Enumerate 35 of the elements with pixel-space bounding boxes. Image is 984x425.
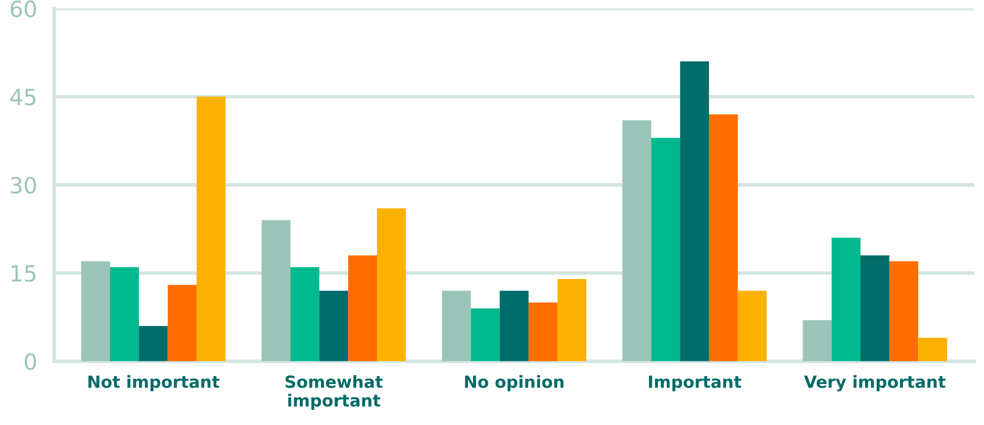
bar <box>262 220 290 362</box>
bar <box>319 290 348 362</box>
y-tick-label: 30 <box>10 176 36 194</box>
bar <box>110 267 139 362</box>
bar <box>860 255 890 362</box>
bar <box>377 208 406 362</box>
y-tick-label: 45 <box>10 88 36 106</box>
x-tick-label: Very important <box>804 375 946 392</box>
bar <box>651 138 680 362</box>
x-tick-label: Not important <box>88 375 220 392</box>
bar <box>708 114 738 362</box>
x-tick-label: Somewhat important <box>286 375 383 410</box>
y-tick-label: 0 <box>24 353 36 370</box>
bar <box>500 290 529 362</box>
bar <box>81 261 110 362</box>
bar <box>680 61 709 362</box>
bar <box>918 338 948 362</box>
bar <box>832 238 861 362</box>
bar <box>528 302 558 362</box>
bar <box>622 120 652 362</box>
bar <box>738 290 767 362</box>
bar <box>138 326 168 362</box>
bar <box>442 290 471 362</box>
y-tick-label: 60 <box>10 0 36 18</box>
y-tick-label: 15 <box>12 265 36 282</box>
bar <box>557 278 586 362</box>
bar <box>470 308 500 362</box>
x-tick-label: Important <box>648 376 742 392</box>
bar <box>802 320 832 362</box>
bar <box>348 255 378 362</box>
bar <box>290 267 320 362</box>
x-tick-label: No opinion <box>465 375 564 392</box>
bar <box>168 284 197 362</box>
bar <box>889 261 918 362</box>
bar <box>196 96 226 362</box>
